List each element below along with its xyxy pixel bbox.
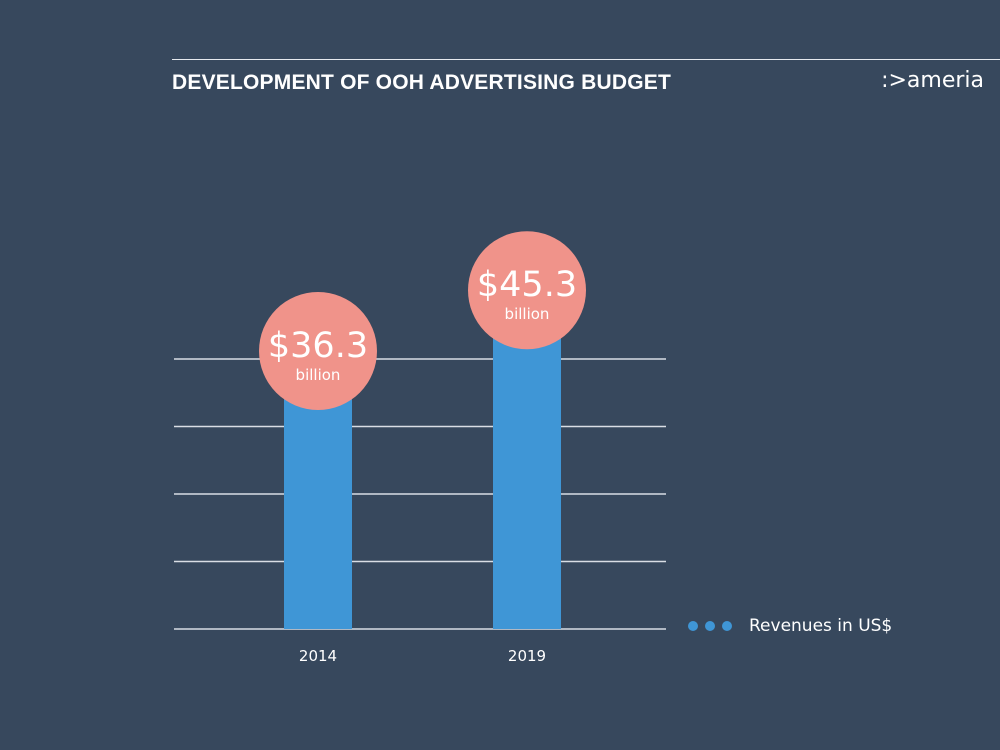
data-label-unit: billion bbox=[296, 366, 341, 384]
x-tick-label: 2019 bbox=[508, 647, 546, 665]
bars bbox=[284, 323, 561, 629]
value-bubble bbox=[468, 231, 586, 350]
legend-dot-icon bbox=[705, 621, 715, 631]
bar-2014 bbox=[284, 383, 352, 629]
legend-dot-icon bbox=[722, 621, 732, 631]
data-label: $45.3 bbox=[477, 265, 577, 305]
legend-dot-icon bbox=[688, 621, 698, 631]
x-tick-label: 2014 bbox=[299, 647, 337, 665]
bar-2019 bbox=[493, 323, 561, 629]
value-bubble bbox=[259, 291, 377, 410]
legend-label: Revenues in US$ bbox=[749, 616, 893, 636]
data-label-unit: billion bbox=[505, 305, 550, 323]
legend: Revenues in US$ bbox=[688, 616, 892, 636]
category-labels: 2014 2019 bbox=[299, 647, 546, 665]
data-label: $36.3 bbox=[268, 326, 368, 366]
chart-title: DEVELOPMENT OF OOH ADVERTISING BUDGET bbox=[172, 71, 671, 94]
gridlines bbox=[174, 358, 666, 630]
top-rule bbox=[172, 59, 1000, 60]
brand-logo: :>ameria bbox=[881, 68, 984, 93]
